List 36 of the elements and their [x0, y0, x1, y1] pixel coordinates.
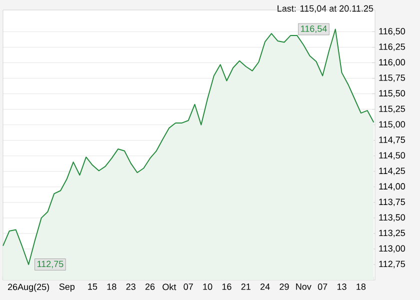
- x-tick-label: Okt: [162, 284, 176, 290]
- x-tick-label: 23: [126, 284, 136, 290]
- x-tick-label: 15: [88, 284, 98, 290]
- y-tick-label: 116,00: [379, 59, 406, 66]
- x-tick-label: 18: [107, 284, 116, 290]
- x-tick-label: 24: [260, 284, 270, 290]
- annotation: 112,75: [37, 260, 64, 268]
- x-tick-label: 16: [222, 284, 232, 290]
- x-tick-label: 07: [318, 284, 328, 290]
- y-tick-label: 115,25: [379, 106, 405, 114]
- y-tick-label: 114,25: [379, 168, 405, 176]
- x-tick-label: 26: [145, 284, 155, 290]
- y-tick-label: 116,50: [379, 28, 406, 36]
- x-tick-label: 13: [337, 284, 346, 290]
- x-tick-label: 29: [280, 284, 289, 290]
- x-tick-label: 18: [356, 284, 366, 290]
- y-tick-label: 115,75: [379, 74, 405, 82]
- y-tick-label: 116,25: [379, 44, 405, 51]
- x-tick-label: 07: [184, 284, 193, 290]
- x-tick-label: 26Aug(25): [8, 284, 50, 292]
- y-tick-label: 113,50: [379, 214, 406, 222]
- y-tick-label: 114,75: [379, 136, 405, 144]
- y-tick-label: 113,75: [379, 198, 405, 206]
- y-tick-label: 114,50: [379, 152, 406, 160]
- annotation: 116,54: [301, 26, 327, 33]
- y-tick-label: 113,00: [379, 245, 406, 253]
- y-tick-label: 115,00: [379, 121, 406, 129]
- chart-title: Last: 115,04 at 20.11.25: [278, 5, 374, 13]
- y-tick-label: 112,75: [379, 260, 405, 268]
- x-tick-label: 21: [241, 284, 250, 290]
- x-tick-label: Sep: [59, 284, 75, 292]
- y-tick-label: 115,50: [379, 90, 406, 98]
- y-tick-label: 113,25: [379, 230, 405, 238]
- y-tick-label: 114,00: [379, 183, 406, 191]
- x-tick-label: Nov: [296, 284, 312, 290]
- x-tick-label: 10: [203, 284, 212, 290]
